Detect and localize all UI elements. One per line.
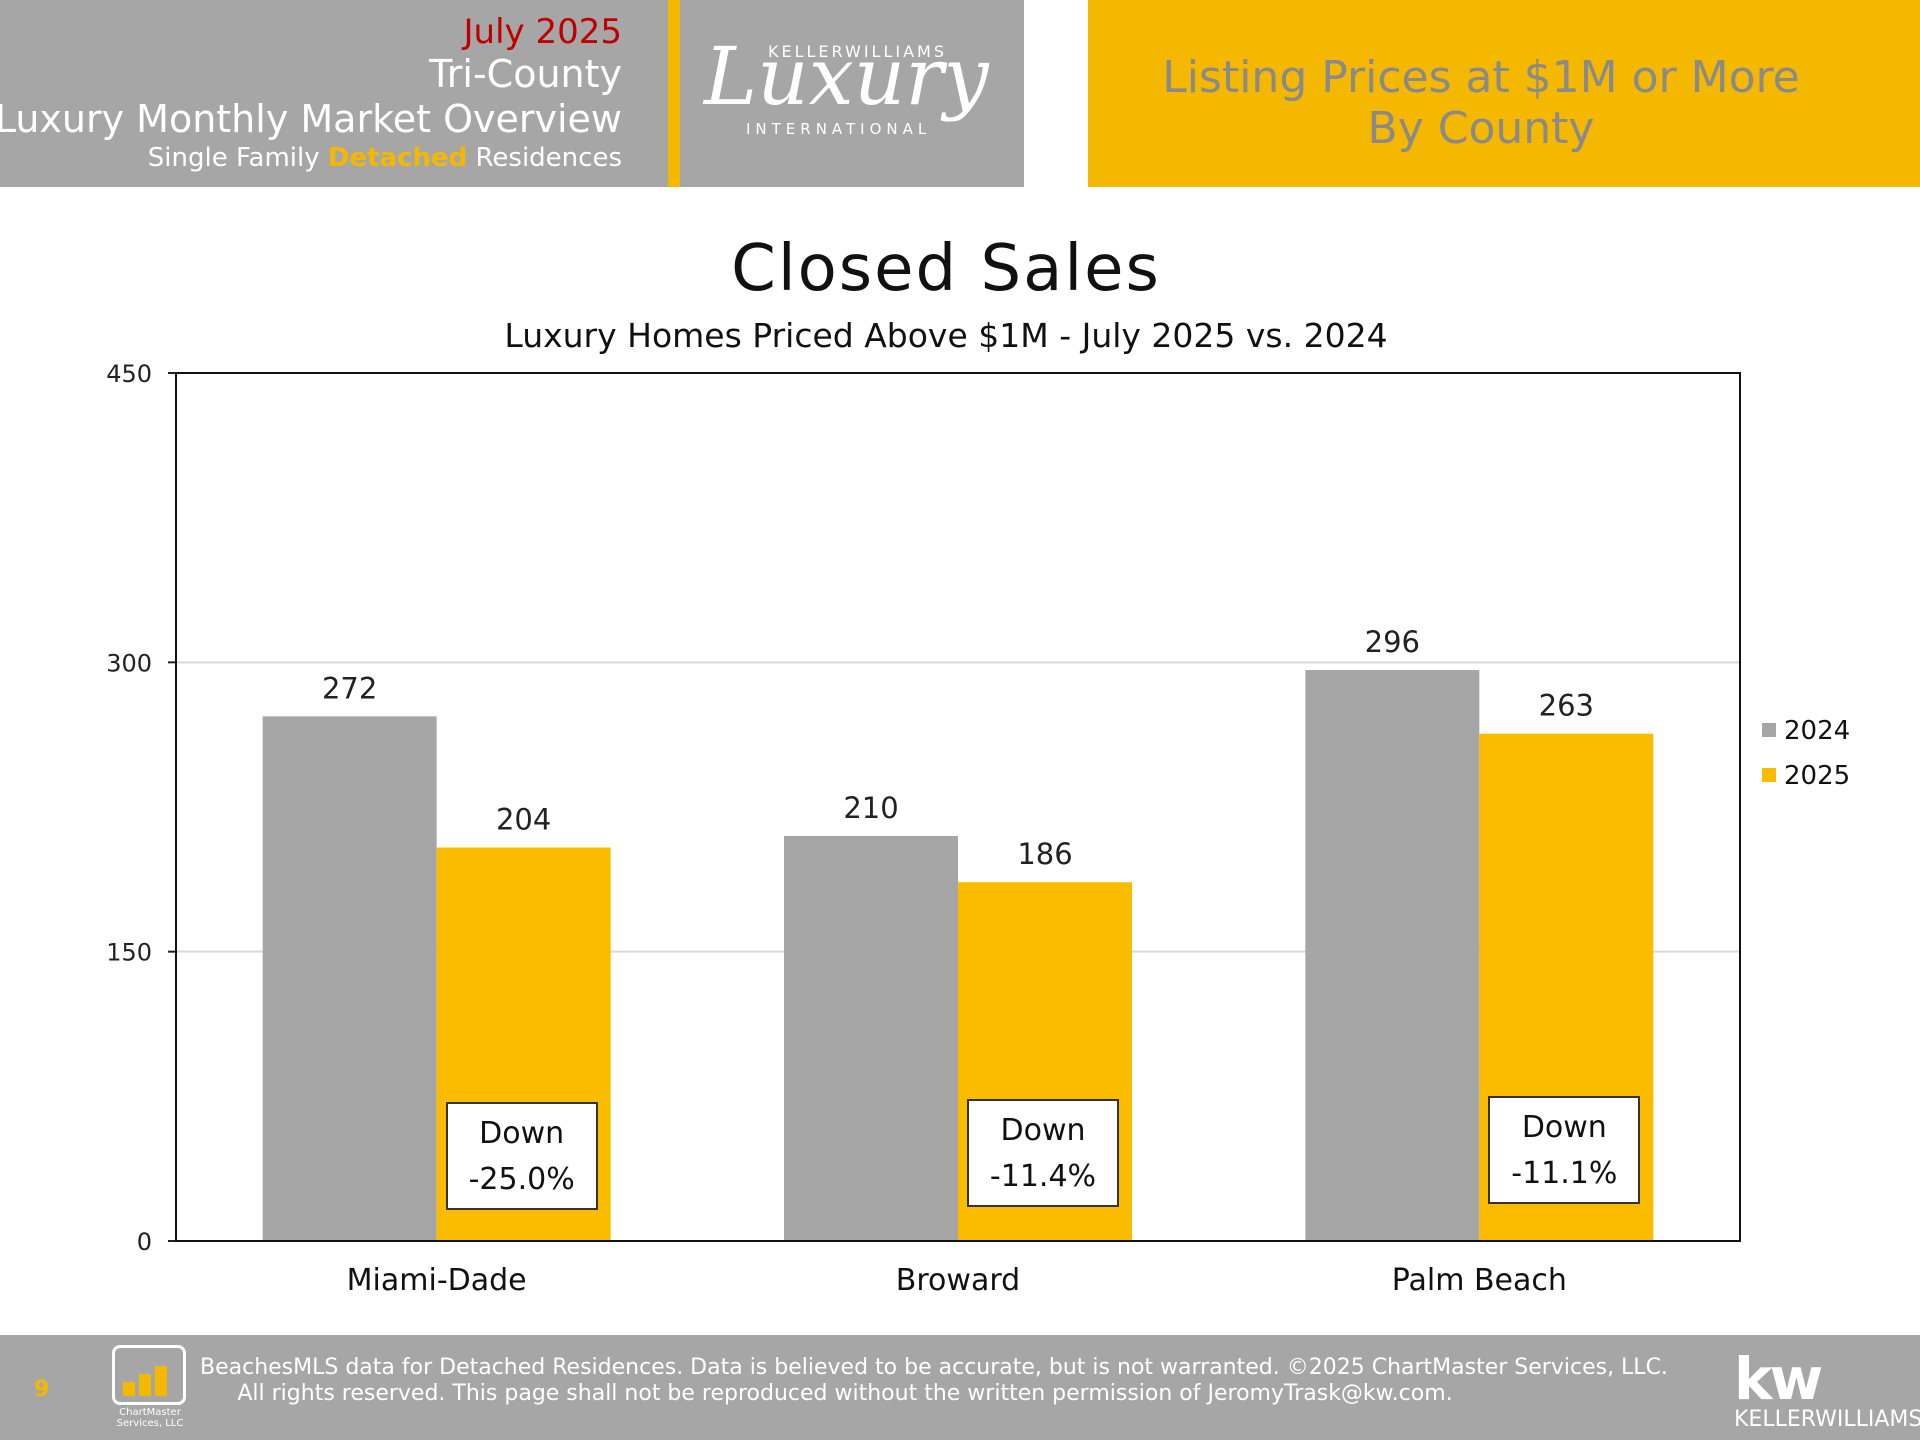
legend-label: 2025 [1784, 761, 1851, 791]
data-label: 210 [843, 791, 898, 825]
header-banner: Listing Prices at $1M or More By County [1088, 0, 1920, 187]
segment-suffix: Residences [475, 143, 622, 173]
header-info-panel: July 2025 Tri-County Luxury Monthly Mark… [0, 0, 668, 187]
legend-label: 2024 [1784, 716, 1851, 746]
bar-2024-broward [784, 835, 958, 1241]
legend-item: 2024 [1762, 716, 1850, 746]
x-category-label: Miami-Dade [347, 1263, 527, 1298]
bar-2024-miami-dade [262, 716, 437, 1241]
kw-logo-name: KELLERWILLIAMS. [1734, 1407, 1920, 1432]
x-category-label: Broward [896, 1263, 1020, 1298]
bar-2024-palm-beach [1305, 670, 1480, 1241]
change-direction: Down [1521, 1110, 1607, 1145]
segment-highlight: Detached [327, 143, 468, 173]
change-percent: -11.4% [989, 1159, 1097, 1194]
y-tick-label: 450 [106, 360, 152, 388]
change-direction: Down [1000, 1113, 1086, 1148]
data-label: 272 [322, 671, 377, 705]
chartmaster-logo-text: ChartMaster Services, LLC [116, 1407, 184, 1429]
disclaimer-line-2: All rights reserved. This page shall not… [237, 1381, 1453, 1406]
legend-swatch [1762, 768, 1776, 782]
data-label: 296 [1365, 625, 1420, 659]
segment-prefix: Single Family [147, 143, 320, 173]
legend-swatch [1762, 723, 1776, 737]
change-box: Down -25.0% [445, 1102, 598, 1210]
y-tick-label: 300 [106, 649, 152, 677]
change-percent: -25.0% [468, 1162, 575, 1197]
disclaimer-line-1: BeachesMLS data for Detached Residences.… [200, 1355, 1668, 1380]
banner-line-1: Listing Prices at $1M or More [1162, 52, 1800, 103]
legend-item: 2025 [1762, 761, 1850, 791]
y-tick-label: 150 [106, 939, 152, 967]
report-title: Luxury Monthly Market Overview [0, 97, 622, 141]
x-category-label: Palm Beach [1392, 1263, 1567, 1298]
plot-area-frame [175, 372, 1741, 1242]
change-box: Down -11.1% [1488, 1096, 1641, 1204]
report-segment: Single Family Detached Residences [148, 143, 622, 173]
logo-luxury-script: Luxury [704, 30, 989, 123]
kw-luxury-logo: Luxury KELLERWILLIAMS INTERNATIONAL [680, 0, 1024, 187]
data-label: 186 [1017, 837, 1072, 871]
y-tick-label: 0 [137, 1228, 152, 1256]
data-label: 263 [1539, 689, 1594, 723]
change-box: Down -11.4% [967, 1099, 1119, 1207]
chartmaster-logo-icon [112, 1345, 186, 1405]
page-number: 9 [34, 1377, 50, 1402]
change-direction: Down [479, 1116, 565, 1151]
data-label: 204 [496, 803, 551, 837]
chart-subtitle: Luxury Homes Priced Above $1M - July 202… [504, 316, 1388, 355]
logo-kellerwilliams-text: KELLERWILLIAMS [768, 42, 947, 61]
logo-international-text: INTERNATIONAL [746, 120, 932, 138]
header-divider-stripe [668, 0, 680, 187]
report-date: July 2025 [463, 12, 622, 52]
footer: 9 ChartMaster Services, LLC BeachesMLS d… [0, 1335, 1920, 1440]
banner-line-2: By County [1367, 103, 1595, 154]
kw-logo-mark: kw [1734, 1345, 1823, 1413]
change-percent: -11.1% [1511, 1156, 1618, 1191]
report-region: Tri-County [429, 52, 622, 96]
chart-title: Closed Sales [731, 232, 1161, 306]
